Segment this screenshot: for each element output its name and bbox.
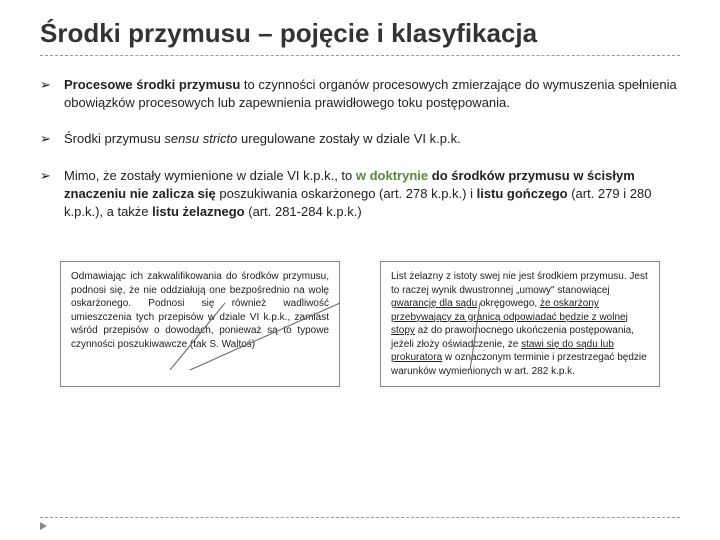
bullet-2-b: uregulowane zostały w dziale VI k.p.k. (237, 131, 460, 146)
box-right-a: List żelazny z istoty swej nie jest środ… (391, 271, 648, 296)
bullet-list: Procesowe środki przymusu to czynności o… (40, 76, 680, 221)
bullet-3-c: poszukiwania oskarżonego (art. 278 k.p.k… (216, 186, 477, 201)
bullet-3-a: Mimo, że zostały wymienione w dziale VI … (64, 168, 356, 183)
title-divider (40, 55, 680, 56)
bullet-3: Mimo, że zostały wymienione w dziale VI … (40, 167, 680, 222)
bullet-3-e: (art. 281-284 k.p.k.) (245, 204, 362, 219)
bullet-2-italic: sensu stricto (164, 131, 237, 146)
callout-boxes: Odmawiając ich zakwalifikowania do środk… (40, 261, 680, 387)
bullet-2: Środki przymusu sensu stricto uregulowan… (40, 130, 680, 148)
callout-box-left: Odmawiając ich zakwalifikowania do środk… (60, 261, 340, 387)
bullet-1: Procesowe środki przymusu to czynności o… (40, 76, 680, 112)
bullet-3-green: w doktrynie (356, 168, 428, 183)
footer-triangle-icon (40, 522, 47, 530)
bullet-3-bold3: listu żelaznego (152, 204, 244, 219)
bullet-1-bold: Procesowe środki przymusu (64, 77, 240, 92)
callout-box-right: List żelazny z istoty swej nie jest środ… (380, 261, 660, 387)
box-right-b: okręgowego, (477, 298, 540, 309)
slide-title: Środki przymusu – pojęcie i klasyfikacja (40, 18, 680, 49)
footer-divider (40, 517, 680, 518)
bullet-3-bold2: listu gończego (477, 186, 568, 201)
bullet-2-a: Środki przymusu (64, 131, 164, 146)
box-right-u1: gwarancję dla sądu (391, 298, 477, 309)
